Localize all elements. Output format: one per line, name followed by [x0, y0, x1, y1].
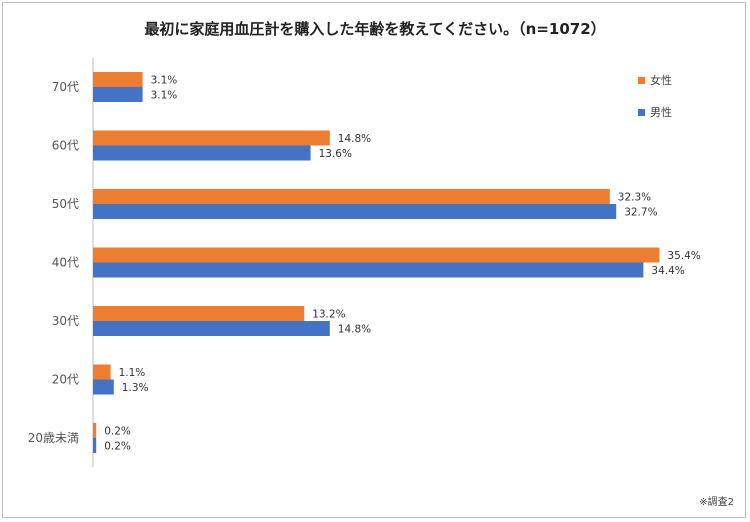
data-label: 14.8% [338, 324, 371, 336]
data-label: 1.3% [122, 382, 149, 394]
category-label: 30代 [52, 314, 79, 328]
category-label: 50代 [52, 197, 79, 211]
legend-swatch [638, 77, 645, 84]
bar-female [93, 364, 111, 380]
data-label: 32.7% [624, 207, 657, 219]
bar-male [93, 379, 114, 395]
data-label: 34.4% [651, 265, 684, 277]
bar-male [93, 262, 644, 278]
data-label: 3.1% [151, 90, 178, 102]
data-label: 14.8% [338, 133, 371, 145]
data-label: 0.2% [104, 441, 131, 453]
bar-female [93, 306, 305, 321]
category-label: 20代 [52, 373, 79, 387]
category-label: 60代 [52, 139, 79, 153]
data-label: 32.3% [618, 192, 651, 204]
data-label: 3.1% [151, 75, 178, 87]
category-label: 40代 [52, 256, 79, 270]
category-label: 20歳未満 [28, 431, 79, 445]
legend-label: 女性 [650, 73, 672, 87]
bar-female [93, 423, 97, 438]
bar-male [93, 204, 617, 219]
data-label: 13.2% [312, 309, 345, 321]
category-label: 70代 [52, 80, 79, 94]
data-label: 35.4% [667, 250, 700, 262]
chart-title: 最初に家庭用血圧計を購入した年齢を教えてください。（n=1072） [144, 20, 606, 38]
data-label: 0.2% [104, 426, 131, 438]
bar-male [93, 321, 330, 336]
legend-label: 男性 [650, 105, 672, 119]
bar-male [93, 87, 143, 102]
bar-female [93, 130, 330, 146]
legend-swatch [638, 109, 645, 116]
data-label: 13.6% [319, 148, 352, 160]
data-label: 1.1% [119, 367, 146, 379]
survey-note: ※調査2 [699, 497, 734, 508]
bar-female [93, 247, 660, 263]
bar-male [93, 438, 97, 453]
bar-female [93, 72, 143, 87]
bar-male [93, 145, 311, 161]
bar-female [93, 189, 610, 204]
